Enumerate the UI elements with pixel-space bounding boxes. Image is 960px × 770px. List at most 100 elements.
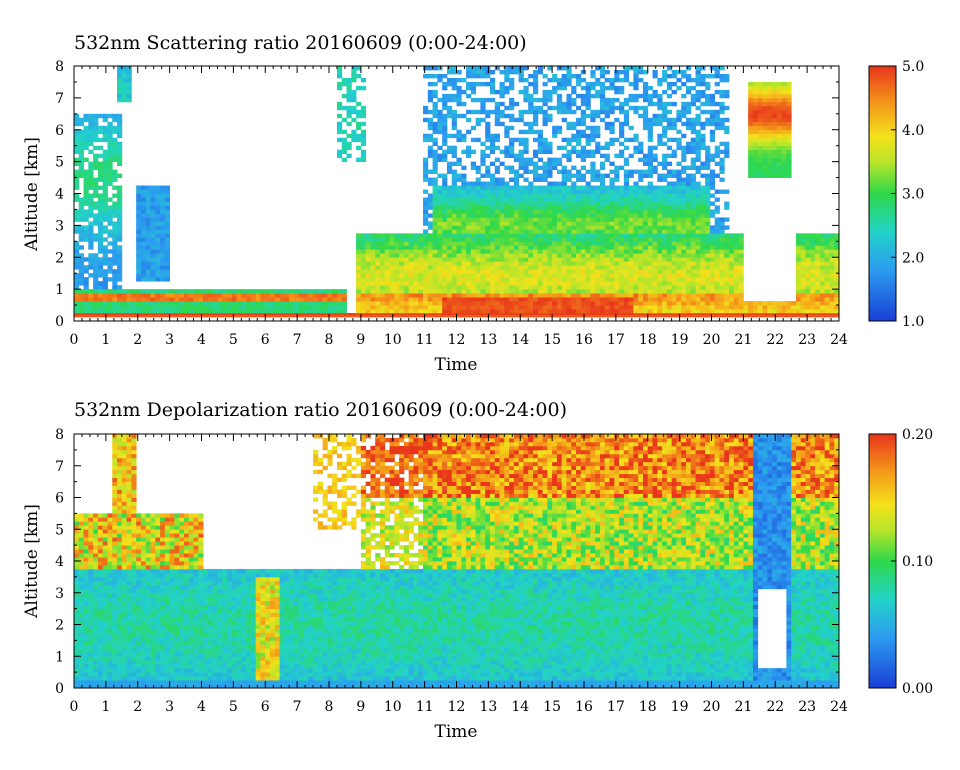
heatmap-cell [690, 221, 696, 226]
heatmap-cell [494, 249, 500, 254]
heatmap-cell [824, 261, 830, 266]
heatmap-cell [705, 305, 711, 310]
heatmap-cell [709, 313, 716, 318]
heatmap-cell [394, 277, 400, 282]
heatmap-cell [308, 309, 314, 314]
heatmap-cell [356, 249, 362, 254]
heatmap-cell [456, 197, 462, 202]
heatmap-cell [695, 157, 701, 163]
heatmap-cell [140, 301, 147, 306]
heatmap-cell [198, 293, 204, 298]
heatmap-cell [418, 257, 424, 262]
heatmap-cell [623, 117, 630, 123]
heatmap-cell [78, 225, 84, 230]
heatmap-cell [547, 145, 553, 151]
heatmap-cell [456, 161, 462, 167]
heatmap-cell [509, 241, 515, 246]
heatmap-cell [781, 93, 787, 99]
heatmap-cell [561, 66, 567, 71]
heatmap-cell [776, 117, 783, 123]
heatmap-cell [714, 237, 720, 242]
heatmap-cell [107, 121, 113, 127]
heatmap-cell [695, 201, 701, 206]
heatmap-cell [442, 193, 448, 198]
heatmap-cell [824, 285, 830, 290]
heatmap-cell [155, 301, 161, 306]
heatmap-cell [748, 313, 754, 318]
heatmap-cell [681, 197, 687, 202]
heatmap-cell [700, 121, 706, 127]
heatmap-cell [791, 305, 797, 310]
heatmap-cell [733, 233, 739, 238]
heatmap-cell [504, 209, 510, 214]
heatmap-cell [604, 221, 610, 226]
heatmap-cell [676, 161, 682, 167]
heatmap-cell [93, 309, 99, 314]
heatmap-cell [466, 313, 472, 318]
heatmap-cell [97, 217, 104, 222]
heatmap-cell [604, 257, 610, 262]
heatmap-cell [676, 305, 682, 310]
heatmap-cell [236, 305, 242, 310]
heatmap-cell [470, 277, 477, 282]
heatmap-cell [74, 161, 80, 167]
heatmap-cell [690, 261, 696, 266]
heatmap-cell [494, 193, 500, 198]
heatmap-cell [274, 297, 280, 302]
heatmap-cell [461, 241, 467, 246]
heatmap-cell [561, 109, 567, 115]
heatmap-cell [738, 237, 744, 242]
heatmap-cell [681, 201, 687, 206]
heatmap-cell [117, 129, 123, 135]
heatmap-cell [719, 157, 725, 163]
heatmap-cell [547, 221, 553, 226]
heatmap-cell [523, 177, 529, 182]
heatmap-cell [494, 209, 500, 214]
heatmap-cell [595, 169, 601, 174]
heatmap-cell [499, 305, 505, 310]
heatmap-cell [207, 313, 214, 318]
heatmap-cell [556, 169, 563, 174]
heatmap-cell [810, 261, 816, 266]
heatmap-cell [657, 241, 663, 246]
heatmap-cell [140, 209, 147, 214]
heatmap-cell [781, 161, 787, 167]
heatmap-cell [389, 289, 395, 294]
heatmap-cell [700, 253, 706, 258]
heatmap-cell [117, 249, 123, 254]
heatmap-cell [423, 245, 429, 250]
heatmap-cell [800, 281, 806, 286]
heatmap-cell [427, 261, 433, 266]
heatmap-cell [772, 309, 778, 314]
heatmap-cell [83, 213, 89, 218]
heatmap-cell [523, 221, 529, 226]
heatmap-cell [528, 121, 534, 127]
heatmap-cell [523, 89, 529, 95]
heatmap-cell [676, 145, 682, 151]
heatmap-cell [356, 305, 362, 310]
heatmap-cell [270, 313, 276, 318]
heatmap-cell [451, 265, 457, 270]
heatmap-cell [614, 105, 620, 111]
heatmap-cell [705, 93, 711, 99]
heatmap-cell [805, 285, 811, 290]
heatmap-cell [480, 253, 486, 258]
heatmap-cell [112, 209, 118, 214]
heatmap-cell [805, 233, 811, 238]
heatmap-cell [93, 297, 99, 302]
heatmap-cell [155, 213, 161, 218]
heatmap-cell [384, 233, 390, 238]
heatmap-cell [351, 73, 357, 79]
heatmap-cell [518, 313, 524, 318]
heatmap-cell [709, 293, 716, 298]
heatmap-cell [446, 233, 453, 238]
heatmap-cell [542, 253, 548, 258]
heatmap-cell [566, 157, 572, 163]
heatmap-cell [480, 265, 486, 270]
heatmap-cell [494, 197, 500, 202]
heatmap-cell [748, 97, 754, 103]
heatmap-cell [561, 233, 567, 238]
heatmap-cell [74, 297, 80, 302]
heatmap-cell [652, 93, 658, 99]
heatmap-cell [547, 97, 553, 103]
